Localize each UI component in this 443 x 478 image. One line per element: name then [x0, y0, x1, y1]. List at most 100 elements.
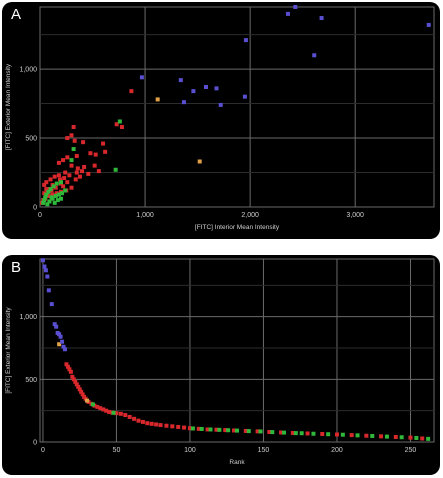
- data-point-green: [55, 198, 60, 203]
- data-point-red: [290, 430, 295, 435]
- data-point-blue: [40, 258, 45, 263]
- data-point-blue: [293, 5, 298, 9]
- data-point-blue: [45, 274, 50, 279]
- data-point-red: [42, 191, 47, 196]
- x-axis-title: Rank: [229, 459, 245, 466]
- data-point-red: [267, 429, 272, 434]
- data-point-green: [399, 435, 404, 440]
- data-point-orange: [85, 398, 90, 403]
- data-point-blue: [426, 22, 431, 27]
- data-point-red: [379, 434, 384, 439]
- data-point-red: [77, 174, 82, 179]
- data-point-red: [68, 369, 73, 374]
- data-point-green: [45, 202, 50, 207]
- data-point-green: [190, 426, 195, 431]
- data-point-red: [118, 411, 123, 416]
- data-point-blue: [139, 75, 144, 80]
- data-point-red: [44, 180, 49, 185]
- data-point-red: [123, 413, 128, 418]
- data-point-red: [57, 177, 62, 182]
- data-point-blue: [58, 334, 63, 339]
- data-point-blue: [243, 38, 248, 43]
- data-point-red: [243, 428, 248, 433]
- data-point-orange: [57, 342, 62, 347]
- data-point-red: [196, 426, 201, 431]
- data-point-red: [64, 362, 69, 367]
- data-point-blue: [204, 85, 209, 89]
- data-point-red: [80, 392, 85, 397]
- data-point-red: [129, 89, 134, 94]
- data-point-red: [214, 427, 219, 432]
- x-tick-label: 250: [405, 447, 417, 454]
- data-point-red: [73, 379, 78, 384]
- data-point-green: [51, 184, 56, 189]
- data-point-blue: [43, 268, 48, 273]
- panel-b: B 0 50 100 150 200 250 0 500 1,000 Rank [FITC] Ext…: [2, 255, 440, 475]
- data-point-red: [101, 407, 106, 412]
- data-point-orange: [155, 97, 160, 102]
- data-point-red: [61, 158, 66, 163]
- data-point-green: [208, 427, 213, 432]
- x-tick-label: 0: [41, 447, 45, 454]
- data-point-green: [46, 189, 51, 194]
- data-point-red: [74, 382, 79, 387]
- data-point-red: [75, 166, 80, 171]
- data-point-red: [74, 153, 79, 158]
- data-point-red: [65, 364, 70, 369]
- data-point-green: [370, 433, 375, 438]
- data-point-green: [293, 431, 298, 436]
- data-point-red: [349, 433, 354, 438]
- data-point-red: [101, 141, 106, 146]
- data-point-green: [258, 429, 263, 434]
- data-point-blue: [191, 89, 196, 94]
- data-point-red: [305, 431, 310, 436]
- data-point-red: [164, 423, 169, 428]
- x-axis-title: [FITC] Interior Mean Intensity: [195, 224, 280, 231]
- x-tick-label: 1,000: [136, 212, 154, 219]
- data-point-green: [355, 433, 360, 438]
- y-tick-label: 0: [33, 440, 37, 447]
- data-point-red: [205, 427, 210, 432]
- data-point-blue: [218, 102, 223, 107]
- data-point-red: [255, 429, 260, 434]
- y-tick-label: 500: [25, 136, 37, 143]
- data-point-green: [282, 430, 287, 435]
- data-point-red: [88, 151, 93, 156]
- data-point-green: [42, 198, 47, 203]
- data-point-red: [145, 421, 150, 426]
- x-tick-label: 2,000: [241, 212, 259, 219]
- data-point-green: [113, 167, 118, 172]
- data-point-red: [71, 125, 76, 129]
- data-point-green: [41, 200, 46, 205]
- data-point-red: [182, 425, 187, 430]
- data-point-green: [235, 428, 239, 433]
- data-point-red: [46, 193, 51, 198]
- data-point-red: [104, 408, 109, 413]
- panel-b-label: B: [11, 259, 22, 276]
- panel-a-label: A: [11, 6, 22, 23]
- x-tick-label: 0: [38, 212, 42, 219]
- data-point-blue: [52, 322, 57, 327]
- data-point-red: [187, 426, 192, 431]
- y-tick-label: 500: [25, 377, 37, 384]
- data-point-red: [92, 163, 97, 168]
- y-tick-label: 0: [33, 205, 37, 212]
- scatter-plot-a: 0 1,000 2,000 3,000 0 500 1,000 [FITC] Interior…: [5, 5, 435, 231]
- data-point-red: [114, 411, 119, 416]
- data-point-green: [117, 119, 122, 124]
- data-point-green: [71, 147, 76, 152]
- data-point-red: [80, 169, 85, 174]
- data-point-blue: [312, 53, 317, 58]
- data-point-red: [93, 152, 98, 157]
- x-tick-label: 200: [331, 447, 343, 454]
- data-point-blue: [285, 11, 290, 16]
- data-point-green: [49, 195, 54, 200]
- data-point-red: [170, 424, 175, 429]
- data-point-red: [67, 367, 72, 372]
- data-point-red: [69, 163, 74, 168]
- data-point-red: [50, 192, 55, 197]
- data-point-blue: [54, 324, 59, 329]
- data-point-green: [59, 196, 64, 201]
- data-point-red: [86, 171, 91, 176]
- data-point-red: [223, 428, 228, 433]
